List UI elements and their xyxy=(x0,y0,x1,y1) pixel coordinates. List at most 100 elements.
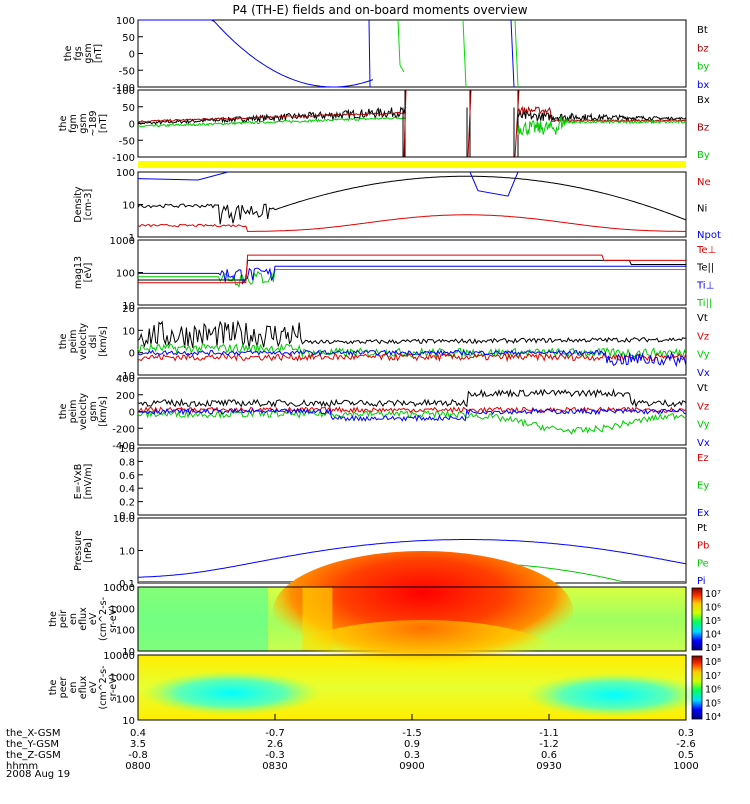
series-Bz xyxy=(403,89,407,158)
legend-Vt: Vt xyxy=(697,383,708,394)
series-Ne xyxy=(137,214,687,233)
y-axis-label: gsm xyxy=(88,401,99,421)
series-Bx xyxy=(513,90,519,158)
series-Vx xyxy=(137,349,687,368)
series-Vt xyxy=(137,319,687,349)
x-tick-value: -1.5 xyxy=(402,728,422,739)
y-axis-label: peim xyxy=(68,330,79,354)
x-tick-value: 0800 xyxy=(125,761,150,772)
x-tick-value: 0900 xyxy=(399,761,424,772)
x-row-label: the_Z-GSM xyxy=(6,750,61,761)
colorbar-label: 10⁴ xyxy=(705,630,721,641)
colorbar xyxy=(691,587,703,651)
y-tick-label: 0.6 xyxy=(119,471,135,482)
legend-By: By xyxy=(697,150,710,161)
series-Bz xyxy=(467,89,472,158)
y-tick-label: 0.4 xyxy=(119,484,135,495)
series-Te-par xyxy=(138,259,686,281)
x-tick-value: 0.5 xyxy=(678,750,694,761)
y-axis-label: [eV] xyxy=(83,263,94,283)
y-axis-label: eV xyxy=(88,681,99,694)
panel-density: Density [cm-3] 100 10 1 Ne Ni Npot xyxy=(73,168,721,244)
y-axis-label: gsm xyxy=(83,43,94,63)
x-tick-value: 0.6 xyxy=(541,750,557,761)
y-axis-label: velocity xyxy=(78,393,89,431)
y-axis-label: the xyxy=(58,116,69,132)
series-Ti-par xyxy=(138,269,686,288)
y-tick-label: -400 xyxy=(112,441,135,452)
x-tick-value: 0.4 xyxy=(130,728,146,739)
y-tick-label: 1000 xyxy=(110,604,135,615)
panel-frame xyxy=(137,171,687,238)
legend-Vx: Vx xyxy=(697,368,710,379)
y-tick-label: 10 xyxy=(122,716,135,727)
series-bx xyxy=(368,19,371,88)
y-axis-label: Pressure xyxy=(73,530,84,571)
x-tick-value: 0930 xyxy=(536,761,561,772)
y-tick-label: 1000 xyxy=(110,236,135,247)
series-by xyxy=(462,19,467,88)
x-tick-value: -1.2 xyxy=(539,739,559,750)
series-Te-perp xyxy=(138,254,686,284)
y-tick-label: 10 xyxy=(122,647,135,658)
x-tick-value: 0830 xyxy=(262,761,287,772)
y-axis-label: dsl xyxy=(88,335,99,349)
y-tick-label: 0.2 xyxy=(119,498,135,509)
legend-Bz: Bz xyxy=(697,123,709,134)
series-bx xyxy=(510,19,515,88)
series-Vx xyxy=(137,407,687,423)
plot-title: P4 (TH-E) fields and on-board moments ov… xyxy=(232,3,527,17)
panel-temperature: mag13 [eV] 1000 100 10 Te⊥ Te|| Ti⊥ Ti|| xyxy=(73,236,716,312)
y-axis-label: the xyxy=(58,404,69,420)
y-tick-label: 0.1 xyxy=(119,579,135,590)
y-axis-label: velocity xyxy=(78,323,89,361)
legend-Pi: Pi xyxy=(697,576,706,587)
y-axis-label: the xyxy=(48,680,59,696)
legend-Ex: Ex xyxy=(697,508,709,519)
y-tick-label: 10.0 xyxy=(113,514,135,525)
y-tick-label: 0 xyxy=(129,349,135,360)
colorbar-label: 10⁵ xyxy=(705,616,721,627)
legend-Ey: Ey xyxy=(697,481,709,492)
y-tick-label: -50 xyxy=(119,136,135,147)
y-tick-label: 100 xyxy=(116,269,135,280)
series-Bz xyxy=(137,111,407,123)
y-axis-label: peer xyxy=(58,677,69,699)
heatmap-region xyxy=(141,671,322,715)
y-axis-label: gsm xyxy=(78,113,89,133)
x-tick-value: -1.1 xyxy=(539,728,559,739)
y-axis-label: [nT] xyxy=(93,44,104,63)
x-tick-value: -0.3 xyxy=(265,750,285,761)
colorbar-label: 10⁷ xyxy=(705,671,721,682)
panel-peer: the peer en eflux eV (cm^2-s-sr-eV) 10000 1000 1… xyxy=(48,620,721,727)
series-Npot xyxy=(137,171,519,197)
series-By xyxy=(517,116,687,137)
series-bx xyxy=(138,19,374,88)
y-tick-label: 100 xyxy=(116,168,135,179)
legend-Pt: Pt xyxy=(697,523,707,534)
x-axis-labels: the_X-GSM 0.4 -0.7 -1.5 -1.1 0.3 the_Y-GSM 3.5 2… xyxy=(6,714,699,772)
colorbar-label: 10⁴ xyxy=(705,712,721,723)
y-tick-label: 10000 xyxy=(103,651,135,662)
x-tick-value: 2.6 xyxy=(267,739,283,750)
y-axis-label: [km/s] xyxy=(98,326,109,356)
series-Vy xyxy=(137,342,687,359)
y-axis-label: mag13 xyxy=(73,256,84,289)
legend-bz: bz xyxy=(697,43,709,54)
heatmap-region xyxy=(524,673,705,717)
y-axis-label: fgm xyxy=(68,114,79,133)
y-axis-label: [nPa] xyxy=(83,538,94,563)
panel-frame xyxy=(137,307,687,376)
legend-Vy: Vy xyxy=(697,350,710,361)
y-tick-label: 0 xyxy=(129,120,135,131)
legend-Ti||: Ti|| xyxy=(696,298,712,309)
y-tick-label: 0 xyxy=(129,50,135,61)
series-Bz xyxy=(514,89,520,158)
panel-frame xyxy=(137,447,687,516)
series-Bz xyxy=(517,105,687,123)
y-tick-label: -10 xyxy=(119,371,135,382)
colorbar-label: 10³ xyxy=(705,643,721,654)
series-Ni xyxy=(137,175,687,225)
x-row-label: hhmm xyxy=(6,761,38,772)
